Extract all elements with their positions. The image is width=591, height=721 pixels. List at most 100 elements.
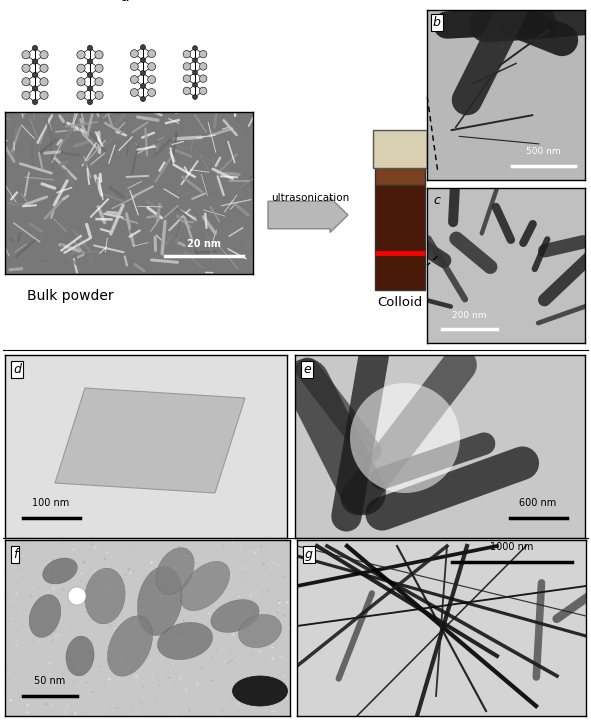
Point bbox=[187, 538, 197, 549]
Point bbox=[265, 619, 275, 631]
Point bbox=[219, 655, 229, 667]
Ellipse shape bbox=[156, 548, 194, 594]
Point bbox=[26, 561, 35, 572]
Point bbox=[89, 565, 98, 576]
Point bbox=[180, 632, 190, 643]
Point bbox=[196, 663, 206, 674]
Point bbox=[109, 549, 118, 561]
Point bbox=[151, 583, 160, 595]
Point bbox=[43, 586, 53, 598]
Point bbox=[2, 662, 11, 673]
Point bbox=[225, 592, 235, 603]
Bar bbox=[375, 167, 426, 185]
Ellipse shape bbox=[43, 558, 77, 584]
Point bbox=[29, 606, 38, 617]
Ellipse shape bbox=[85, 568, 125, 624]
Point bbox=[203, 607, 213, 619]
Point bbox=[85, 690, 95, 702]
Point bbox=[44, 564, 53, 575]
Point bbox=[145, 655, 154, 666]
Circle shape bbox=[22, 78, 30, 86]
Point bbox=[9, 600, 18, 611]
Point bbox=[210, 564, 220, 575]
Point bbox=[115, 613, 125, 624]
Point bbox=[132, 661, 141, 673]
Point bbox=[50, 625, 60, 637]
Circle shape bbox=[77, 78, 85, 86]
Point bbox=[193, 578, 203, 590]
Point bbox=[154, 680, 164, 691]
Point bbox=[63, 703, 73, 715]
Point bbox=[135, 697, 145, 709]
Circle shape bbox=[87, 59, 93, 64]
Point bbox=[278, 575, 288, 587]
Circle shape bbox=[183, 87, 190, 94]
Point bbox=[78, 556, 87, 567]
Circle shape bbox=[183, 63, 190, 70]
Circle shape bbox=[193, 70, 197, 75]
Point bbox=[152, 694, 161, 706]
Point bbox=[216, 642, 225, 654]
Text: 100 nm: 100 nm bbox=[33, 498, 70, 508]
Point bbox=[151, 625, 161, 637]
Point bbox=[9, 560, 18, 572]
Point bbox=[249, 676, 259, 688]
Point bbox=[95, 668, 105, 679]
Point bbox=[52, 553, 61, 565]
Point bbox=[12, 639, 21, 650]
Point bbox=[25, 565, 34, 576]
Point bbox=[88, 642, 98, 653]
Point bbox=[105, 580, 114, 592]
Point bbox=[251, 585, 261, 596]
Point bbox=[226, 654, 236, 665]
Point bbox=[245, 545, 255, 557]
Point bbox=[71, 677, 80, 689]
Point bbox=[207, 651, 216, 663]
Point bbox=[48, 582, 57, 593]
Point bbox=[1, 590, 10, 602]
Point bbox=[260, 704, 269, 715]
Point bbox=[62, 593, 72, 604]
Point bbox=[178, 614, 188, 625]
Point bbox=[40, 573, 49, 585]
Point bbox=[248, 624, 257, 636]
Point bbox=[274, 596, 283, 608]
Point bbox=[90, 541, 99, 553]
Point bbox=[188, 588, 197, 600]
Circle shape bbox=[40, 64, 48, 72]
Point bbox=[233, 590, 243, 601]
Circle shape bbox=[193, 58, 197, 63]
Circle shape bbox=[131, 50, 138, 58]
Point bbox=[8, 694, 18, 705]
Point bbox=[129, 615, 138, 627]
Point bbox=[105, 551, 115, 562]
Point bbox=[73, 665, 82, 677]
Circle shape bbox=[68, 587, 86, 605]
Point bbox=[70, 559, 79, 571]
Point bbox=[119, 583, 129, 595]
Point bbox=[14, 606, 24, 617]
Point bbox=[134, 710, 143, 721]
Point bbox=[41, 698, 50, 709]
Point bbox=[1, 661, 11, 673]
Point bbox=[121, 568, 130, 580]
Point bbox=[279, 653, 288, 664]
Text: 500 nm: 500 nm bbox=[525, 147, 560, 156]
Point bbox=[27, 590, 36, 601]
Point bbox=[171, 578, 181, 590]
Point bbox=[222, 596, 232, 607]
Point bbox=[261, 563, 270, 575]
Point bbox=[241, 562, 250, 574]
Point bbox=[144, 589, 154, 601]
Point bbox=[192, 677, 202, 689]
Point bbox=[278, 609, 288, 621]
Ellipse shape bbox=[232, 676, 287, 706]
Point bbox=[43, 697, 52, 709]
Circle shape bbox=[148, 63, 155, 71]
Point bbox=[235, 546, 245, 557]
Point bbox=[113, 629, 123, 640]
Circle shape bbox=[199, 87, 207, 94]
Text: g: g bbox=[305, 548, 313, 561]
Text: c: c bbox=[433, 194, 440, 207]
Point bbox=[63, 691, 72, 702]
